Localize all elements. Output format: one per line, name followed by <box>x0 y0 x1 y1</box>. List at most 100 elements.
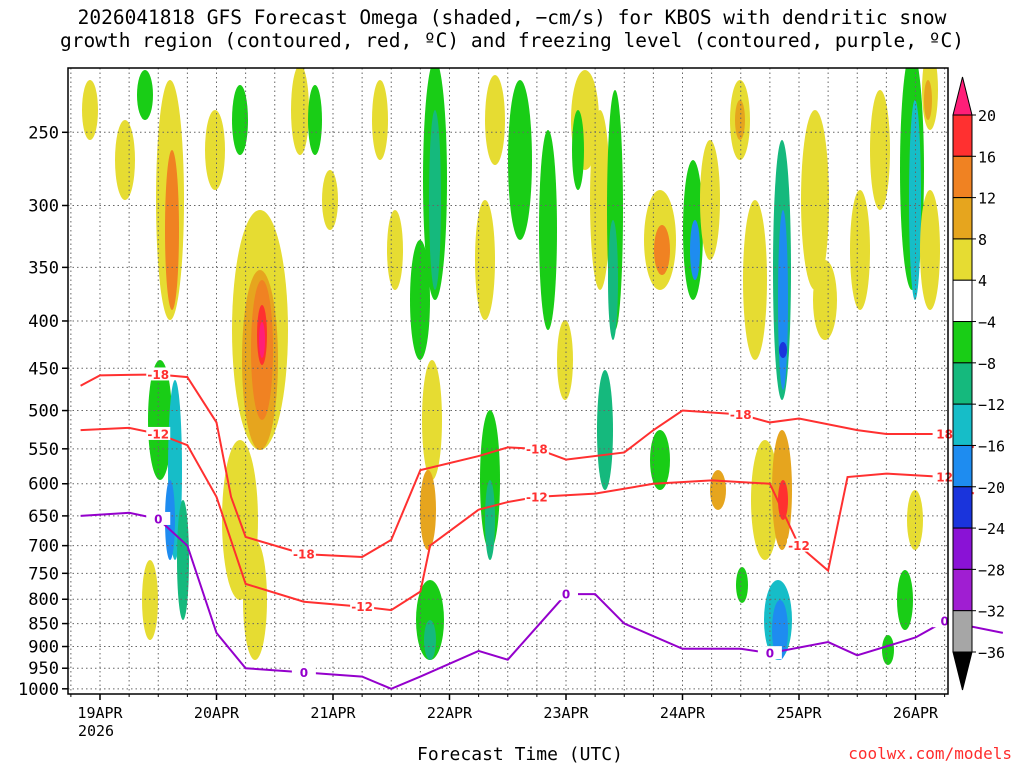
contour-label: 0 <box>940 615 948 629</box>
omega-shade <box>410 240 430 360</box>
colorbar-label: −28 <box>978 561 1005 579</box>
colorbar-top-arrow <box>952 76 973 116</box>
axes-layer: 250 300 350 400 450 500 550 600 650 700 750 800 850 9… <box>18 67 949 740</box>
omega-shade <box>690 220 700 280</box>
contour-label-bg <box>524 441 549 455</box>
credit-link[interactable]: coolwx.com/models <box>848 744 1012 763</box>
y-tick-label: 950 <box>28 659 59 679</box>
omega-shade <box>485 75 505 165</box>
x-tick-sublabel: 2026 <box>78 722 114 740</box>
y-tick-label: 1000 <box>18 680 59 700</box>
omega-shade <box>539 130 557 330</box>
omega-shade <box>772 600 788 660</box>
contour-label: 0 <box>562 588 570 602</box>
contour-label-bg <box>291 665 316 679</box>
contour-label-bg <box>757 646 782 660</box>
y-tick-label: 250 <box>28 123 59 143</box>
colorbar-label: −24 <box>978 520 1005 538</box>
omega-shade <box>475 200 495 320</box>
x-tick-label: 25APR <box>776 704 822 722</box>
omega-shade <box>735 100 745 140</box>
omega-shade <box>710 470 726 510</box>
colorbar-label: 4 <box>978 272 987 290</box>
contour-label: -12 <box>351 600 373 614</box>
y-tick-label: 800 <box>28 590 59 610</box>
colorbar-label: −8 <box>978 355 996 373</box>
omega-shade <box>590 110 610 290</box>
omega-shade <box>801 110 829 290</box>
omega-shade <box>165 150 179 310</box>
contour-label: -12 <box>788 539 810 553</box>
omega-shade <box>308 85 322 155</box>
colorbar-swatch <box>952 610 973 653</box>
omega-shade <box>700 140 720 260</box>
contour-label: 0 <box>300 666 308 680</box>
contour-label: 12 <box>936 471 953 485</box>
contour-label-bg <box>350 599 375 613</box>
omega-shade <box>142 560 158 640</box>
omega-shade <box>429 110 441 290</box>
contour-line <box>80 511 1004 690</box>
omega-shade <box>897 570 913 630</box>
contour-label-bg <box>524 489 549 503</box>
omega-shade <box>608 220 618 340</box>
x-tick-label: 23APR <box>543 704 589 722</box>
omega-shade <box>177 500 189 620</box>
omega-shade <box>259 322 265 358</box>
contour-line <box>80 373 975 558</box>
omega-shading-layer <box>82 68 940 665</box>
omega-shade <box>243 540 267 660</box>
omega-shade <box>322 170 338 230</box>
colorbar-swatch <box>952 444 973 488</box>
omega-shade <box>232 85 248 155</box>
contour-label-bg <box>554 587 578 601</box>
colorbar-label: 20 <box>978 107 996 125</box>
contour-label-bg <box>146 426 171 440</box>
y-tick-label: 500 <box>28 402 59 422</box>
omega-shade <box>778 480 788 520</box>
colorbar-label: 16 <box>978 148 996 166</box>
contour-label: 18 <box>936 427 953 441</box>
contour-label-bg <box>291 547 316 561</box>
x-tick-label: 26APR <box>893 704 939 722</box>
omega-shade <box>743 200 767 360</box>
colorbar-swatch <box>952 321 973 364</box>
contour-label: -12 <box>147 427 169 441</box>
y-tick-label: 600 <box>28 475 59 495</box>
omega-shade <box>82 80 98 140</box>
x-tick-label: 24APR <box>660 704 706 722</box>
chart-title-block: 2026041818 GFS Forecast Omega (shaded, −… <box>0 6 1024 52</box>
omega-shade <box>424 620 436 660</box>
grid-layer <box>68 68 948 694</box>
x-tick-label: 20APR <box>194 704 240 722</box>
omega-shade <box>850 190 870 310</box>
contour-label-bg <box>787 538 811 552</box>
x-tick-label: 21APR <box>310 704 356 722</box>
omega-shade <box>924 80 932 120</box>
y-tick-label: 300 <box>28 196 59 216</box>
y-tick-label: 700 <box>28 537 59 557</box>
y-tick-label: 750 <box>28 564 59 584</box>
colorbar-label: 12 <box>978 190 996 208</box>
colorbar-swatch <box>952 527 973 570</box>
omega-shade <box>778 210 788 390</box>
contour-label-bg <box>932 470 957 484</box>
contour-label: -18 <box>293 548 315 562</box>
contour-line <box>80 426 975 612</box>
colorbar-swatch <box>952 114 973 157</box>
colorbar-swatch <box>952 568 973 612</box>
contour-label: -18 <box>526 442 548 456</box>
contour-label: -18 <box>147 368 169 382</box>
colorbar-swatch <box>952 362 973 405</box>
omega-shade <box>387 210 403 290</box>
omega-shade <box>920 190 940 310</box>
contour-label-bg <box>932 614 957 628</box>
colorbar-bottom-arrow <box>952 651 973 691</box>
chart-subtitle: growth region (contoured, red, ºC) and f… <box>60 29 964 52</box>
omega-shade <box>291 68 309 155</box>
colorbar-swatch <box>952 279 973 323</box>
colorbar-label: −32 <box>978 603 1005 621</box>
omega-shade <box>115 120 135 200</box>
y-tick-label: 650 <box>28 507 59 527</box>
